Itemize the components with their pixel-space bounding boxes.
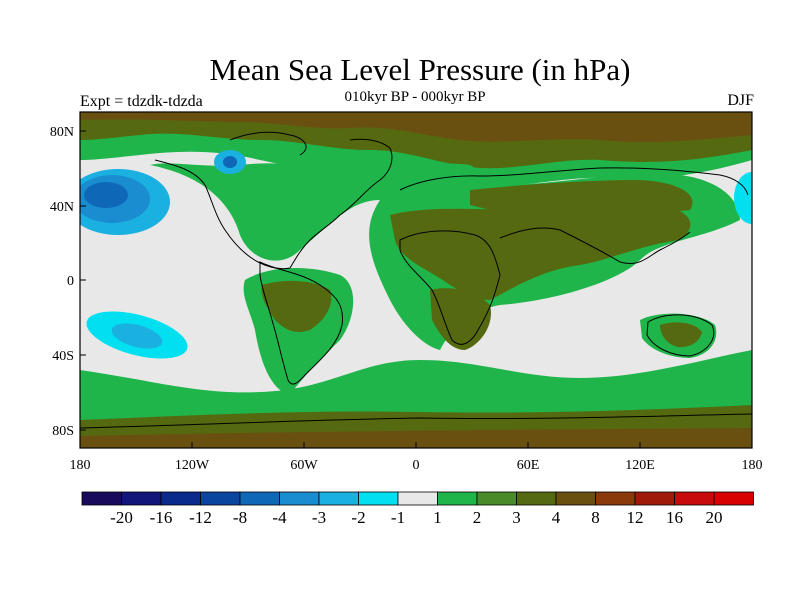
colorbar-label: -12: [189, 508, 212, 527]
lon-label-120w: 120W: [175, 458, 210, 473]
field-north-america-green: [150, 163, 481, 261]
season-label: DJF: [727, 92, 754, 109]
colorbar-swatch: [397, 491, 438, 506]
colorbar-label: -3: [312, 508, 326, 527]
colorbar-label: -2: [351, 508, 365, 527]
lon-label-120e: 120E: [625, 458, 655, 473]
colorbar: -20 -16 -12 -8 -4 -3 -2 -1 1 2 3 4 8 12 16 20: [81, 491, 754, 527]
coastlines: [80, 131, 752, 429]
colorbar-label: -4: [272, 508, 287, 527]
field-australia-olive: [660, 322, 702, 348]
colorbar-swatch: [279, 491, 320, 506]
colorbar-swatch: [437, 491, 478, 506]
lon-label-0: 0: [413, 458, 420, 473]
colorbar-swatch: [121, 491, 162, 506]
colorbar-label: -8: [233, 508, 247, 527]
colorbar-swatch: [674, 491, 715, 506]
colorbar-label: 4: [552, 508, 561, 527]
lon-label-60e: 60E: [517, 458, 540, 473]
colorbar-label: 1: [433, 508, 442, 527]
coast-south-america: [259, 261, 344, 385]
lat-label-40n: 40N: [50, 200, 74, 215]
colorbar-label: -16: [150, 508, 173, 527]
colorbar-swatch: [200, 491, 241, 506]
field-south-america-olive: [261, 280, 332, 332]
lon-axis: 180 120W 60W 0 60E 120E 180: [70, 442, 763, 473]
colorbar-label: 16: [666, 508, 683, 527]
lon-label-180w: 180: [70, 458, 91, 473]
coast-australia: [646, 314, 715, 357]
coast-africa: [399, 230, 501, 345]
colorbar-label: 8: [591, 508, 600, 527]
coast-north-america: [154, 138, 393, 270]
map-subtitle: 010kyr BP - 000kyr BP: [344, 89, 486, 105]
coast-antarctica: [80, 413, 752, 429]
colorbar-swatch: [358, 491, 399, 506]
colorbar-label: 20: [706, 508, 723, 527]
field-siberia-olive: [470, 180, 693, 216]
lon-label-180e: 180: [742, 458, 763, 473]
colorbar-swatch: [476, 491, 517, 506]
map-title: Mean Sea Level Pressure (in hPa): [209, 52, 631, 87]
lat-axis: 80N 40N 0 40S 80S: [50, 125, 86, 439]
lat-label-80s: 80S: [52, 424, 74, 439]
colorbar-swatch: [595, 491, 636, 506]
colorbar-swatch: [713, 491, 754, 506]
map-field: [80, 112, 752, 448]
colorbar-swatch: [160, 491, 201, 506]
lat-label-40s: 40S: [52, 349, 74, 364]
field-south-pacific-low-core: [111, 323, 163, 349]
lat-label-0: 0: [67, 274, 74, 289]
colorbar-swatch: [516, 491, 557, 506]
lon-label-60w: 60W: [290, 458, 318, 473]
colorbar-swatch: [634, 491, 675, 506]
field-arctic-brown: [80, 112, 752, 143]
field-east-pacific-low: [734, 172, 752, 224]
colorbar-label: 3: [512, 508, 521, 527]
field-eurasia-africa-olive: [390, 203, 691, 300]
colorbar-label: 12: [627, 508, 644, 527]
colorbar-label: 2: [473, 508, 482, 527]
field-north-pacific-low-core: [84, 182, 128, 208]
colorbar-swatch: [81, 491, 122, 506]
field-hudson-low-core: [223, 156, 237, 168]
lat-label-80n: 80N: [50, 125, 74, 140]
colorbar-swatch: [239, 491, 280, 506]
colorbar-swatch: [318, 491, 359, 506]
coast-greenland: [229, 131, 307, 156]
colorbar-swatch: [555, 491, 596, 506]
field-antarctic-brown: [80, 428, 752, 448]
colorbar-label: -1: [391, 508, 405, 527]
coast-eurasia: [399, 167, 749, 264]
experiment-label: Expt = tdzdk-tdzda: [80, 93, 203, 110]
colorbar-label: -20: [110, 508, 133, 527]
